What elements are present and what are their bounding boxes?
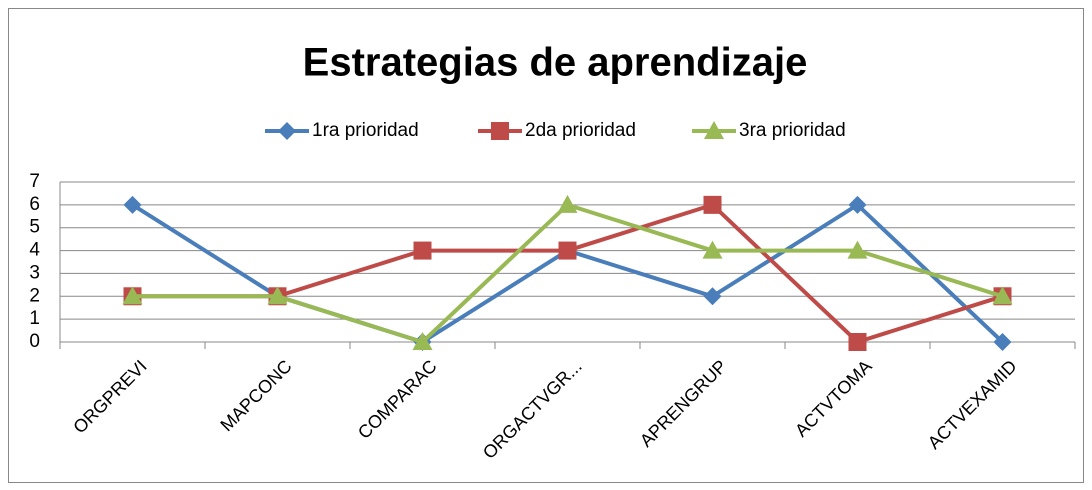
legend-label: 3ra prioridad (739, 120, 846, 141)
marker (412, 332, 433, 350)
marker (267, 286, 288, 305)
marker (702, 240, 723, 259)
y-tick-label: 0 (29, 331, 40, 352)
marker (704, 121, 724, 139)
y-tick-label: 1 (29, 308, 40, 329)
y-tick-label: 2 (29, 285, 40, 306)
marker (413, 241, 432, 260)
legend-label: 2da prioridad (525, 120, 636, 141)
marker (122, 286, 143, 305)
marker (491, 122, 509, 140)
marker (848, 195, 867, 214)
marker (703, 195, 722, 214)
y-tick-label: 3 (29, 262, 40, 283)
y-tick-label: 5 (29, 217, 40, 238)
marker (993, 333, 1012, 351)
marker (703, 287, 722, 306)
marker (123, 195, 142, 214)
marker (278, 122, 296, 140)
marker (557, 194, 578, 213)
y-tick-label: 7 (29, 171, 40, 192)
y-tick-label: 4 (29, 240, 40, 261)
marker (848, 333, 867, 351)
marker (847, 240, 868, 259)
chart-title: Estrategias de aprendizaje (303, 41, 808, 85)
y-tick-label: 6 (29, 194, 40, 215)
chart-border (8, 8, 1084, 483)
legend-label: 1ra prioridad (312, 120, 419, 141)
marker (992, 286, 1013, 305)
marker (558, 241, 577, 260)
